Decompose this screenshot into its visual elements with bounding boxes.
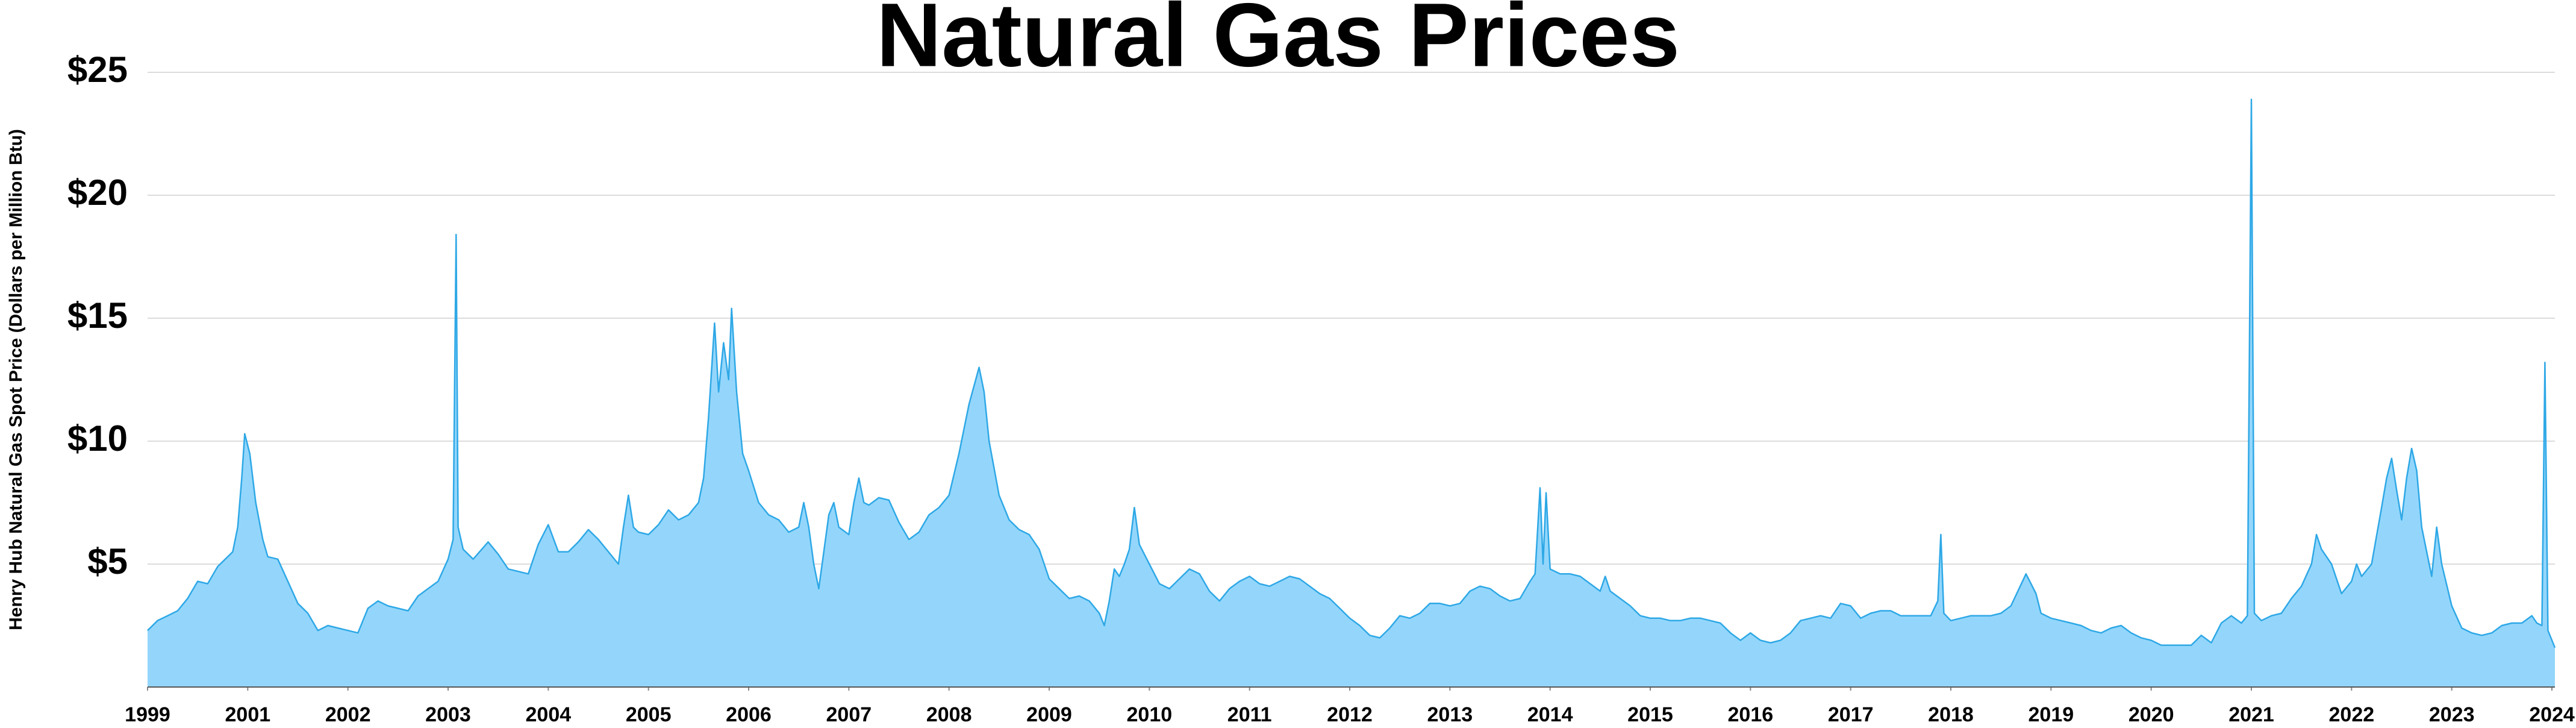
x-tick-label: 2012 [1327,703,1373,725]
x-tick-label: 2005 [626,703,672,725]
y-tick-label: $15 [67,295,128,336]
x-tick-label: 2016 [1728,703,1774,725]
y-tick-label: $25 [67,49,128,90]
x-tick-label: 2019 [2029,703,2074,725]
x-tick-label: 2013 [1427,703,1473,725]
x-tick-label: 1999 [125,703,170,725]
area-line [147,98,2556,648]
area [148,99,2555,687]
x-tick-label: 2004 [526,703,572,725]
x-tick-label: 2018 [1928,703,1974,725]
x-tick-label: 2022 [2329,703,2375,725]
x-tick-label: 2015 [1627,703,1673,725]
y-axis-title: Henry Hub Natural Gas Spot Price (Dollar… [6,129,26,630]
x-tick-label: 2010 [1127,703,1173,725]
x-tick-label: 2020 [2128,703,2174,725]
x-tick-label: 2024 [2529,703,2575,725]
y-tick-label: $5 [87,541,128,582]
chart-title: Natural Gas Prices [876,0,1680,86]
x-tick-label: 2009 [1026,703,1072,725]
x-tick-label: 2011 [1227,703,1272,725]
x-tick-label: 2014 [1527,703,1573,725]
x-tick-label: 2008 [926,703,972,725]
y-tick-label: $20 [67,172,128,213]
x-tick-label: 2021 [2228,703,2274,725]
x-tick-label: 2007 [826,703,872,725]
y-tick-label: $10 [67,418,128,459]
x-tick-label: 2023 [2429,703,2475,725]
x-tick-label: 2001 [225,703,271,725]
x-tick-label: 2017 [1828,703,1874,725]
x-tick-label: 2003 [425,703,471,725]
x-tick-label: 2006 [726,703,772,725]
x-tick-label: 2002 [325,703,371,725]
